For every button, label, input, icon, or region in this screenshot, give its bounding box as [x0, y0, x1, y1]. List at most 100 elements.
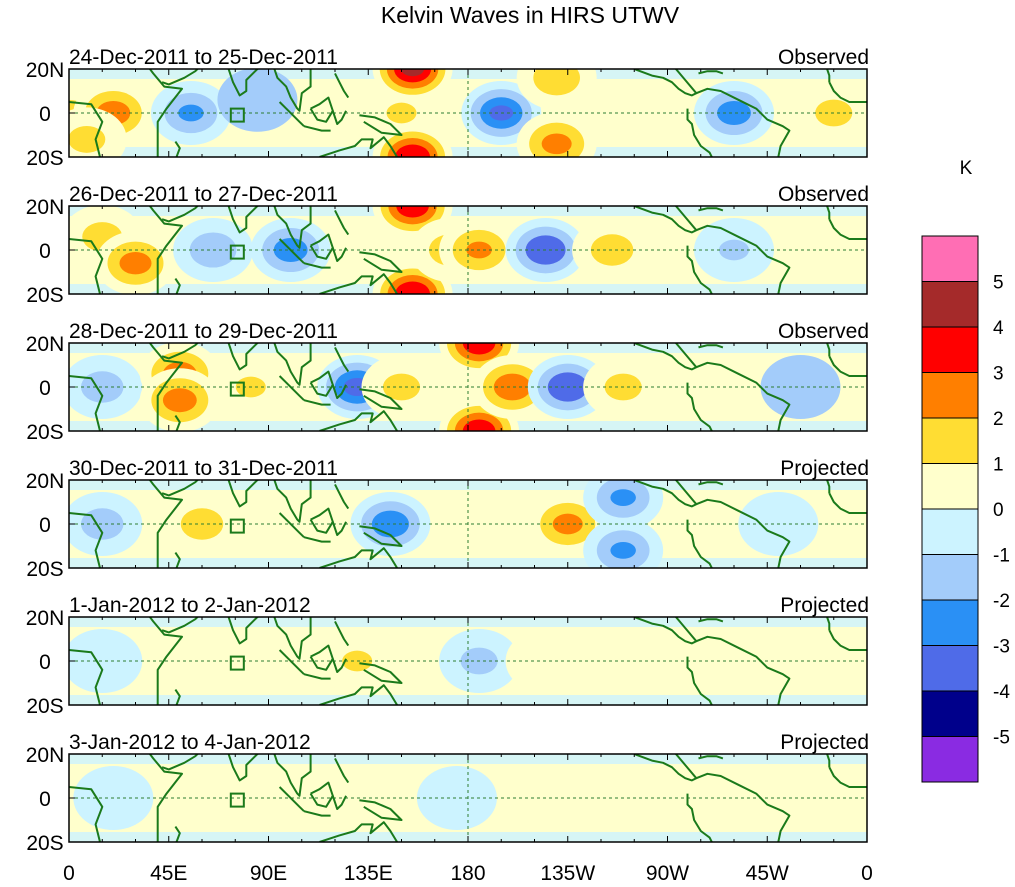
coastline	[319, 136, 398, 157]
lon-tick-label: 45W	[746, 862, 789, 885]
map-panel: 20N 0 20S 24-Dec-2011 to 25-Dec-2011 Observe…	[26, 46, 869, 170]
coastline	[278, 649, 305, 675]
panel-status-label: Observed	[778, 46, 869, 69]
map-panel: 20N 0 20S 26-Dec-2011 to 27-Dec-2011 Observe…	[26, 183, 869, 307]
panel-status-label: Projected	[780, 594, 869, 617]
coastline	[686, 245, 713, 294]
coastline	[148, 617, 183, 705]
coastline	[828, 766, 867, 788]
coastline	[161, 206, 199, 223]
lat-tick-label: 20S	[26, 147, 63, 170]
coastline	[359, 114, 403, 136]
coastline	[331, 110, 347, 125]
coastline	[148, 754, 183, 842]
anomaly-contour	[717, 101, 751, 125]
lat-tick-label: 20S	[26, 558, 63, 581]
coastline	[278, 101, 305, 127]
panel-period-label: 3-Jan-2012 to 4-Jan-2012	[69, 731, 311, 754]
anomaly-contour	[533, 69, 580, 96]
coastline	[319, 273, 398, 294]
coastline	[359, 799, 403, 821]
coastline	[698, 755, 724, 760]
coastline	[826, 480, 831, 494]
lat-tick-label: 20N	[26, 744, 65, 767]
coastline	[319, 684, 398, 705]
anomaly-contour	[760, 355, 841, 419]
coastline	[698, 481, 724, 486]
coastline	[695, 498, 791, 568]
anomaly-contour	[610, 542, 636, 559]
lat-tick-label: 20N	[26, 470, 65, 493]
lon-tick-label: 180	[450, 862, 485, 885]
coastline	[826, 617, 831, 631]
coastline	[319, 821, 398, 842]
panel-period-label: 30-Dec-2011 to 31-Dec-2011	[69, 457, 338, 480]
coastline	[166, 826, 181, 842]
map-panels: 20N 0 20S 24-Dec-2011 to 25-Dec-2011 Observe…	[26, 46, 869, 855]
coastline	[698, 344, 724, 349]
anomaly-contour	[416, 766, 497, 830]
colorbar-swatch	[921, 554, 979, 601]
coastline	[226, 343, 261, 371]
colorbar-tick-label: -5	[993, 728, 1010, 749]
coastline	[166, 278, 181, 294]
coastline	[148, 69, 183, 157]
colorbar-swatch	[921, 281, 979, 328]
coastline	[698, 618, 724, 623]
lat-tick-label: 20S	[26, 695, 63, 718]
coastline	[226, 69, 261, 97]
coastline	[828, 629, 867, 651]
reference-region-box	[229, 244, 245, 260]
coastline	[309, 507, 334, 534]
coastline	[278, 786, 305, 812]
colorbar-unit-label: K	[960, 158, 973, 179]
coastline	[161, 754, 199, 771]
coastline	[273, 69, 312, 112]
anomaly-contour	[541, 133, 572, 155]
coastline	[69, 101, 104, 157]
coastline	[826, 343, 831, 357]
coastline	[334, 346, 350, 373]
coastline	[633, 206, 698, 234]
panel-status-label: Projected	[780, 457, 869, 480]
coastline	[695, 635, 791, 705]
figure-title: Kelvin Waves in HIRS UTWV	[381, 2, 680, 28]
coastline	[686, 656, 713, 705]
coastline	[695, 224, 791, 294]
coastline	[828, 355, 867, 377]
coastline	[226, 480, 261, 508]
coastline	[148, 206, 183, 294]
coastline	[334, 757, 350, 784]
lat-tick-label: 20S	[26, 284, 63, 307]
coastline	[359, 388, 403, 410]
coastline	[69, 375, 104, 431]
anomaly-contour	[395, 281, 431, 294]
lat-tick-label: 0	[39, 240, 51, 263]
anomaly-contour	[462, 419, 496, 431]
panel-period-label: 26-Dec-2011 to 27-Dec-2011	[69, 183, 338, 206]
colorbar-tick-label: 0	[993, 500, 1004, 521]
reference-region-box	[229, 518, 245, 534]
map-panel: 20N 0 20S 28-Dec-2011 to 29-Dec-2011 Observe…	[26, 320, 869, 444]
coastline	[303, 536, 331, 543]
coastline	[226, 617, 261, 645]
coastline	[633, 754, 698, 782]
lon-tick-label: 90E	[250, 862, 287, 885]
map-panel: 20N 0 20S 3-Jan-2012 to 4-Jan-2012 Projected	[26, 731, 869, 855]
coastline	[826, 754, 831, 768]
coastline	[359, 251, 403, 273]
coastline	[331, 658, 347, 673]
coastline	[303, 810, 331, 817]
lat-tick-label: 20S	[26, 832, 63, 855]
coastline	[331, 384, 347, 399]
coastline	[331, 521, 347, 536]
colorbar-swatch	[921, 508, 979, 555]
coastline	[69, 786, 104, 842]
coastline	[309, 644, 334, 671]
colorbar-tick-label: -3	[993, 637, 1010, 658]
anomaly-field	[69, 617, 867, 705]
lon-tick-label: 135W	[540, 862, 595, 885]
panel-period-label: 28-Dec-2011 to 29-Dec-2011	[69, 320, 338, 343]
coastline	[686, 519, 713, 568]
